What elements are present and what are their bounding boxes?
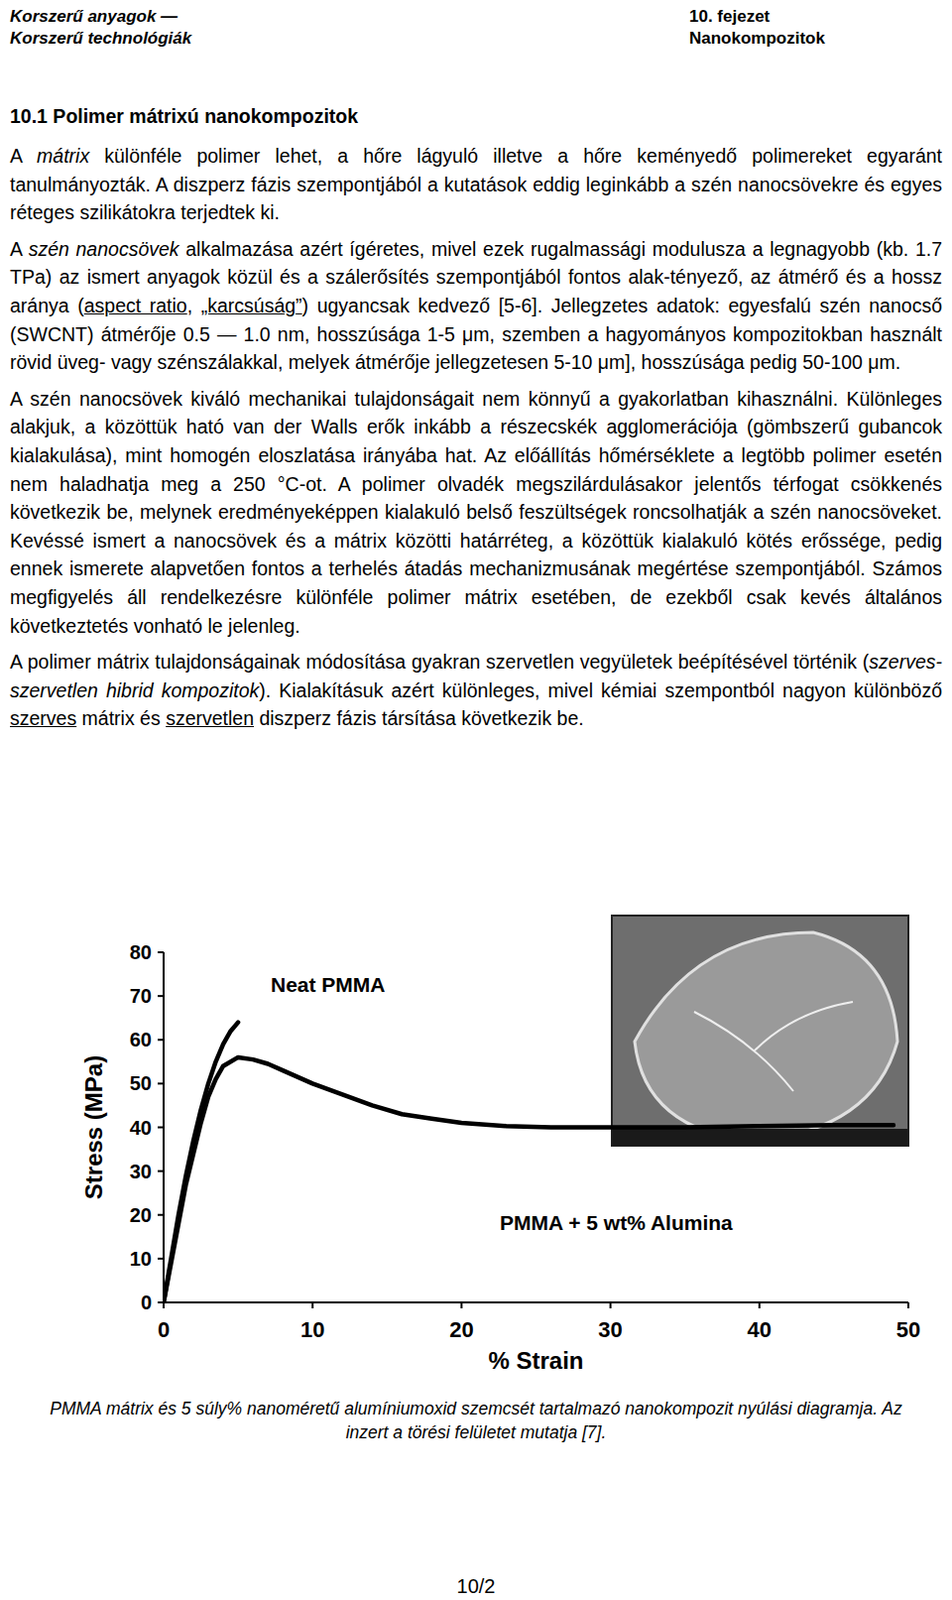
header-right: 10. fejezetNanokompozitok <box>689 5 826 50</box>
y-tick-label: 50 <box>129 1071 152 1094</box>
paragraph: A szén nanocsövek alkalmazása azért ígér… <box>9 235 943 377</box>
series-line <box>163 1057 894 1303</box>
text-run: különféle polimer lehet, a hőre lágyuló … <box>9 144 943 224</box>
series-label: Neat PMMA <box>270 972 386 996</box>
text-run: szén nanocsövek <box>28 238 180 260</box>
y-tick <box>157 994 164 997</box>
inset-photo <box>611 915 909 1146</box>
text-run: mátrix és <box>76 707 166 729</box>
header-line: 10. fejezet <box>689 5 826 28</box>
text-run: diszperz fázis társítása következik be. <box>253 707 585 729</box>
text-run: A szén nanocsövek kiváló mechanikai tula… <box>9 387 943 637</box>
chart: 0 10 20 30 40 50 60 70 80 0 10 20 30 40 50 % Strain Stre… <box>0 892 952 1399</box>
text-run: mátrix <box>36 144 90 167</box>
x-tick-label: 40 <box>747 1316 772 1342</box>
section-title: 10.1 Polimer mátrixú nanokompozitok <box>9 105 358 128</box>
plot-area <box>163 1022 894 1303</box>
y-tick <box>157 951 164 953</box>
y-tick-label: 30 <box>129 1160 152 1183</box>
text-run: aspect ratio <box>84 294 188 317</box>
y-tick-label: 10 <box>129 1247 152 1270</box>
y-tick-label: 70 <box>129 984 152 1007</box>
inset-bg <box>611 915 909 1146</box>
text-run: , <box>187 294 202 317</box>
inset-border <box>611 915 909 1146</box>
body-text: A mátrix különféle polimer lehet, a hőre… <box>9 141 943 741</box>
y-tick-label: 60 <box>129 1028 152 1051</box>
header-line: Korszerű anyagok — <box>9 5 192 28</box>
y-tick <box>157 1126 164 1129</box>
text-run: „karcsúság” <box>201 294 303 317</box>
x-tick <box>758 1302 761 1309</box>
text-run: A <box>9 144 37 167</box>
x-tick-label: 20 <box>449 1316 474 1342</box>
header-line: Nanokompozitok <box>689 27 826 50</box>
text-run: szervetlen <box>165 707 254 729</box>
x-tick-label: 50 <box>896 1316 921 1342</box>
page-number: 10/2 <box>0 1574 952 1598</box>
y-tick <box>157 1213 164 1216</box>
x-tick-label: 10 <box>300 1316 325 1342</box>
y-tick <box>157 1170 164 1173</box>
header-left: Korszerű anyagok —Korszerű technológiák <box>9 5 192 50</box>
x-tick <box>609 1302 612 1309</box>
header-line: Korszerű technológiák <box>9 27 192 50</box>
y-tick-label: 0 <box>140 1291 152 1313</box>
paragraph: A szén nanocsövek kiváló mechanikai tula… <box>9 384 943 640</box>
caption: PMMA mátrix és 5 súly% nanoméretű alumín… <box>29 1396 923 1444</box>
inset-bar <box>611 1128 909 1146</box>
x-tick-label: 0 <box>157 1316 170 1342</box>
x-tick <box>311 1302 314 1309</box>
y-tick <box>157 1038 164 1041</box>
text-run: ). Kialakításuk azért különleges, mivel … <box>258 679 943 702</box>
x-axis-label: % Strain <box>487 1346 584 1374</box>
y-axis-label: Stress (MPa) <box>80 1055 108 1199</box>
x-tick <box>907 1302 910 1309</box>
text-run: A polimer mátrix tulajdonságainak módosí… <box>9 650 869 673</box>
x-tick <box>162 1302 165 1309</box>
x-axis <box>163 1301 909 1304</box>
x-tick-label: 30 <box>597 1316 622 1342</box>
paragraph: A mátrix különféle polimer lehet, a hőre… <box>9 141 943 228</box>
y-tick <box>157 1257 164 1260</box>
inset-crack <box>694 1001 853 1091</box>
series-label: PMMA + 5 wt% Alumina <box>499 1210 733 1234</box>
text-run: A <box>9 238 29 260</box>
inset-surface <box>634 932 898 1141</box>
y-tick-label: 20 <box>129 1203 152 1226</box>
y-tick-label: 40 <box>129 1116 152 1139</box>
text-run: szerves <box>9 707 77 729</box>
x-tick <box>460 1302 463 1309</box>
y-tick-label: 80 <box>129 941 152 963</box>
paragraph: A polimer mátrix tulajdonságainak módosí… <box>9 647 943 733</box>
y-tick <box>157 1081 164 1084</box>
